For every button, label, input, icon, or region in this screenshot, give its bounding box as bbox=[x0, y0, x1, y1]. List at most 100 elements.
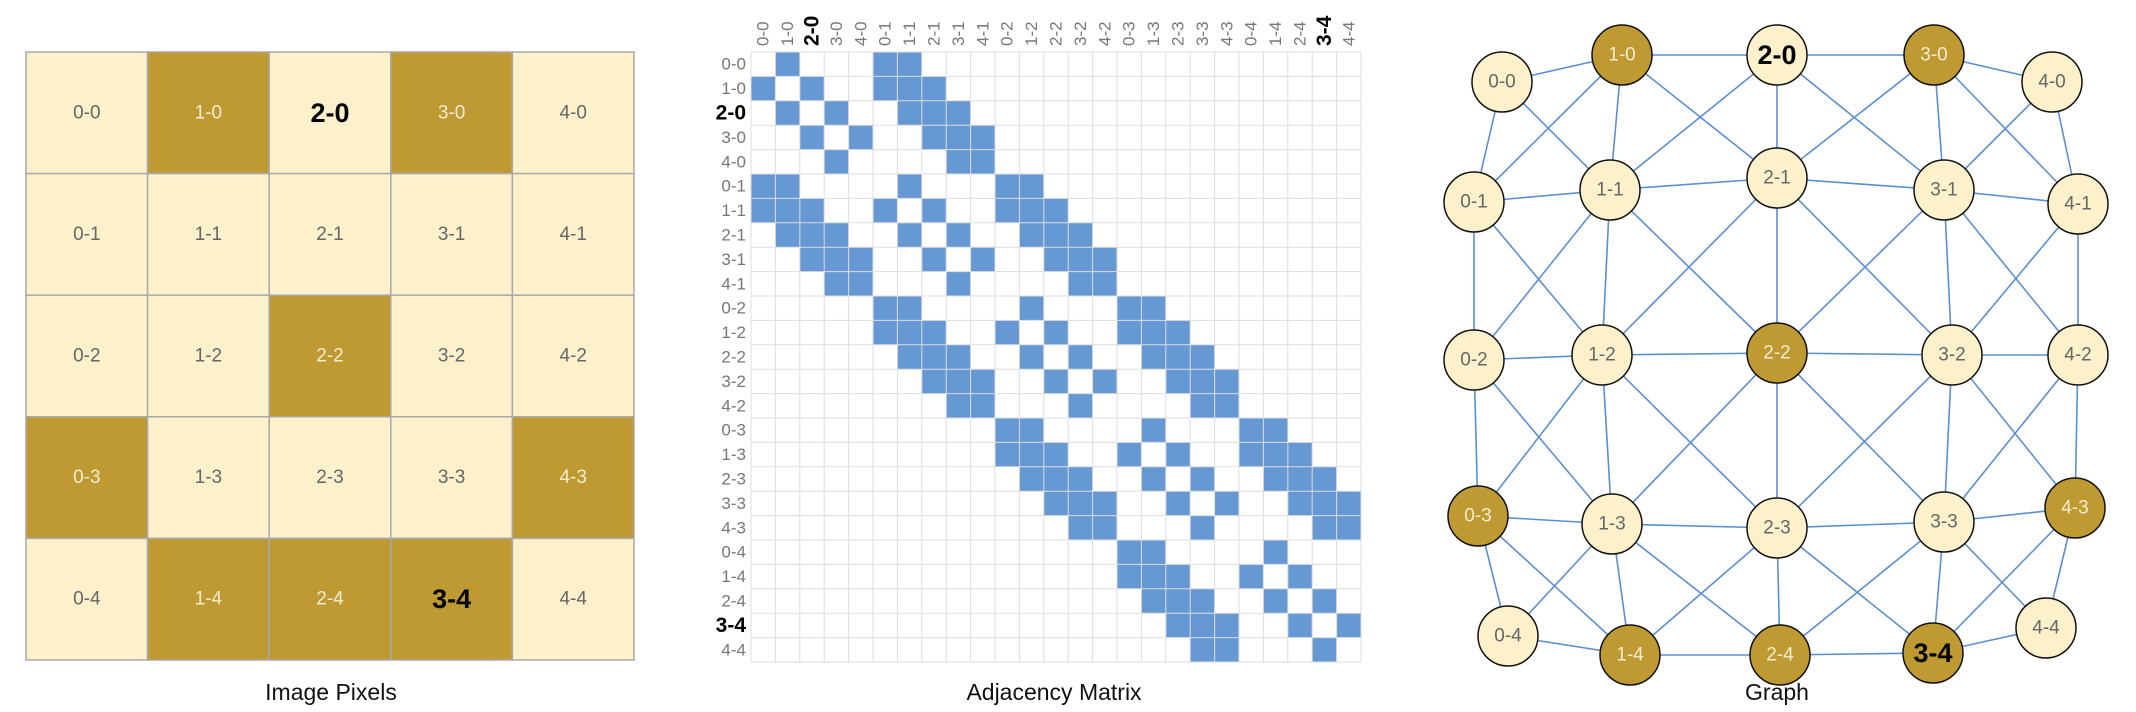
matrix-cell-1-3-2-2 bbox=[1043, 442, 1069, 467]
graph-node-3-0 bbox=[1903, 24, 1965, 86]
matrix-cell-1-1-0-2 bbox=[995, 198, 1020, 223]
matrix-cell-4-1-3-1 bbox=[946, 271, 971, 296]
matrix-cell-1-4-2-3 bbox=[1165, 564, 1191, 589]
matrix-cell-0-3-1-4 bbox=[1263, 418, 1288, 443]
pixel-label-1-2: 1-2 bbox=[195, 346, 222, 367]
matrix-cell-2-2-1-3 bbox=[1141, 344, 1166, 370]
matrix-row-label-1-1: 1-1 bbox=[721, 201, 746, 220]
matrix-cell-4-1-3-2 bbox=[1068, 271, 1093, 296]
matrix-cell-1-4-1-3 bbox=[1141, 564, 1166, 589]
pixel-cell-3-2 bbox=[390, 294, 514, 418]
matrix-col-label-3-2: 3-2 bbox=[1071, 21, 1090, 46]
pixel-cell-1-3 bbox=[146, 416, 270, 540]
matrix-cell-2-4-1-3 bbox=[1141, 588, 1166, 614]
graph-node-2-2 bbox=[1746, 322, 1808, 384]
graph-node-3-2 bbox=[1921, 324, 1983, 386]
matrix-cell-3-2-2-3 bbox=[1165, 369, 1191, 394]
pixel-cell-4-3 bbox=[511, 416, 635, 540]
matrix-row-label-0-1: 0-1 bbox=[721, 177, 746, 196]
matrix-col-label-2-0: 2-0 bbox=[801, 16, 824, 46]
matrix-row-label-0-2: 0-2 bbox=[721, 299, 746, 318]
matrix-cell-1-0-0-1 bbox=[873, 76, 898, 101]
graph-node-label-4-0: 4-0 bbox=[2038, 72, 2065, 93]
pixel-label-1-0: 1-0 bbox=[195, 102, 222, 123]
matrix-cell-1-3-1-2 bbox=[1019, 442, 1044, 467]
matrix-cell-1-3-1-4 bbox=[1263, 442, 1288, 467]
matrix-cell-3-2-3-3 bbox=[1190, 369, 1215, 394]
graph-panel: 0-0 1-0 2-0 3-0 4-0 0-1 1-1 2-1 3-1 4-1 0-2 1-2 2-2 3… bbox=[1443, 24, 2109, 686]
matrix-cell-0-2-0-1 bbox=[873, 296, 898, 321]
matrix-row-label-4-2: 4-2 bbox=[721, 396, 746, 415]
graph-edge-1-0-0-1 bbox=[1473, 54, 1623, 203]
graph-node-2-1 bbox=[1746, 147, 1808, 209]
matrix-cell-1-4-0-4 bbox=[1239, 564, 1264, 589]
pixel-label-1-1: 1-1 bbox=[195, 224, 222, 245]
matrix-cell-0-3-1-2 bbox=[1019, 418, 1044, 443]
graph-edge-4-3-3-4 bbox=[1932, 507, 2076, 654]
pixel-label-3-0: 3-0 bbox=[438, 102, 465, 123]
matrix-cell-1-2-2-3 bbox=[1165, 320, 1191, 345]
matrix-cell-1-2-2-2 bbox=[1043, 320, 1069, 345]
pixel-label-3-1: 3-1 bbox=[438, 224, 465, 245]
graph-edge-4-1-3-2 bbox=[1951, 203, 2079, 356]
matrix-cell-2-2-3-1 bbox=[946, 344, 971, 370]
graph-edge-3-2-4-3 bbox=[1951, 354, 2076, 509]
matrix-col-label-3-1: 3-1 bbox=[949, 21, 968, 46]
matrix-row-label-2-1: 2-1 bbox=[721, 226, 746, 245]
matrix-cell-0-2-0-3 bbox=[1117, 296, 1142, 321]
pixel-label-2-3: 2-3 bbox=[316, 467, 343, 488]
matrix-cell-3-2-4-2 bbox=[1092, 369, 1117, 394]
matrix-cell-3-0-2-0 bbox=[799, 125, 825, 150]
matrix-cell-2-1-2-2 bbox=[1043, 222, 1069, 248]
graph-node-1-0 bbox=[1591, 24, 1653, 86]
pixel-cell-0-4 bbox=[25, 537, 149, 661]
graph-node-label-4-2: 4-2 bbox=[2064, 345, 2091, 366]
matrix-cell-1-4-0-3 bbox=[1117, 564, 1142, 589]
matrix-cell-2-1-3-0 bbox=[824, 222, 849, 248]
matrix-row-label-0-4: 0-4 bbox=[721, 543, 746, 562]
pixel-label-1-3: 1-3 bbox=[195, 467, 222, 488]
matrix-row-label-2-3: 2-3 bbox=[721, 470, 746, 489]
matrix-cell-2-2-2-3 bbox=[1165, 344, 1191, 370]
pixel-cell-4-1 bbox=[511, 172, 635, 296]
matrix-cell-2-1-1-1 bbox=[897, 222, 922, 248]
pixel-cell-3-3 bbox=[390, 416, 514, 540]
matrix-row-label-3-3: 3-3 bbox=[721, 494, 746, 513]
matrix-cell-3-4-2-4 bbox=[1287, 613, 1313, 638]
graph-node-label-1-3: 1-3 bbox=[1598, 514, 1625, 535]
graph-node-label-2-1: 2-1 bbox=[1763, 168, 1790, 189]
matrix-cell-4-0-3-1 bbox=[946, 149, 971, 174]
matrix-cell-3-1-4-0 bbox=[848, 247, 873, 272]
graph-node-label-0-4: 0-4 bbox=[1494, 626, 1522, 647]
pixel-cell-3-0 bbox=[390, 51, 514, 175]
matrix-cell-2-3-3-3 bbox=[1190, 466, 1215, 492]
matrix-cell-2-3-3-4 bbox=[1312, 466, 1337, 492]
pixel-cell-2-4 bbox=[268, 537, 392, 661]
matrix-cell-0-1-1-1 bbox=[897, 174, 922, 199]
pixel-label-0-1: 0-1 bbox=[73, 224, 100, 245]
matrix-cell-1-2-0-1 bbox=[873, 320, 898, 345]
pixel-cell-0-1 bbox=[25, 172, 149, 296]
graph-edge-0-1-1-2 bbox=[1473, 201, 1603, 356]
pixel-label-3-4: 3-4 bbox=[432, 584, 471, 614]
matrix-cell-4-0-4-1 bbox=[970, 149, 995, 174]
matrix-col-label-1-0: 1-0 bbox=[778, 21, 797, 46]
pixel-cell-1-4 bbox=[146, 537, 270, 661]
matrix-cell-2-0-3-0 bbox=[824, 100, 849, 126]
matrix-cell-3-1-2-2 bbox=[1043, 247, 1069, 272]
matrix-cell-0-4-0-3 bbox=[1117, 540, 1142, 565]
pixel-label-0-2: 0-2 bbox=[73, 346, 100, 367]
matrix-cell-3-3-4-4 bbox=[1336, 491, 1361, 516]
graph-node-2-3 bbox=[1746, 497, 1808, 559]
matrix-cell-4-4-3-3 bbox=[1190, 637, 1215, 662]
matrix-row-label-0-3: 0-3 bbox=[721, 421, 746, 440]
graph-node-3-3 bbox=[1913, 491, 1975, 553]
graph-node-label-1-4: 1-4 bbox=[1616, 645, 1644, 666]
graph-nodes: 0-0 1-0 2-0 3-0 4-0 0-1 1-1 2-1 3-1 4-1 0-2 1-2 2-2 3… bbox=[1443, 24, 2109, 686]
matrix-cell-2-4-2-3 bbox=[1165, 588, 1191, 614]
graph-node-label-0-3: 0-3 bbox=[1464, 506, 1491, 527]
matrix-row-label-1-0: 1-0 bbox=[721, 79, 746, 98]
matrix-row-label-3-1: 3-1 bbox=[721, 250, 746, 269]
graph-node-label-1-0: 1-0 bbox=[1608, 45, 1635, 66]
pixel-cell-4-2 bbox=[511, 294, 635, 418]
